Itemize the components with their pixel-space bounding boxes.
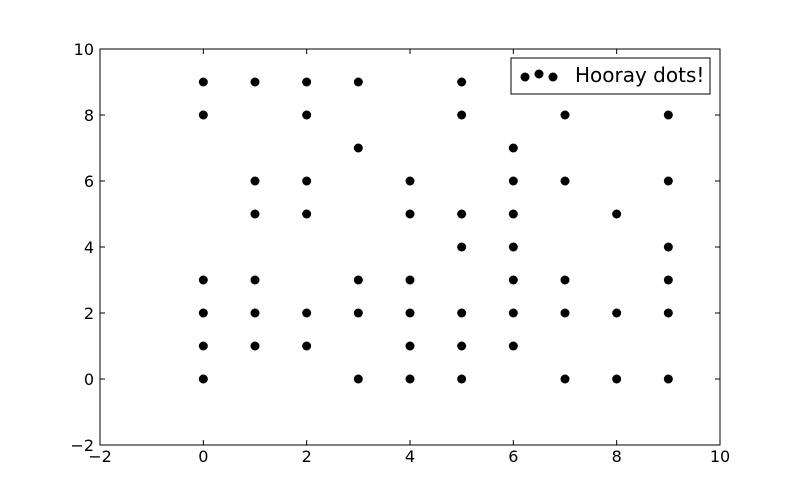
y-tick-label: 2 <box>84 304 94 323</box>
scatter-point <box>457 209 467 219</box>
x-tick-label: 6 <box>508 447 518 466</box>
plot-frame <box>99 48 721 446</box>
scatter-point <box>198 374 208 384</box>
scatter-point <box>560 275 570 285</box>
legend-label: Hooray dots! <box>575 63 704 87</box>
x-tick-label: 0 <box>198 447 208 466</box>
scatter-point <box>353 143 363 153</box>
scatter-point <box>508 341 518 351</box>
legend-marker <box>520 72 530 82</box>
scatter-point <box>353 308 363 318</box>
x-axis-ticks: −2 0 2 4 6 8 10 <box>88 49 730 466</box>
legend-marker <box>548 72 558 82</box>
y-tick-label: 6 <box>84 172 94 191</box>
scatter-point <box>663 374 673 384</box>
plot-area <box>100 49 720 445</box>
scatter-point <box>405 308 415 318</box>
y-tick-label: 4 <box>84 238 94 257</box>
scatter-point <box>560 374 570 384</box>
scatter-point <box>198 77 208 87</box>
scatter-point <box>405 341 415 351</box>
scatter-point <box>302 341 312 351</box>
scatter-point <box>663 110 673 120</box>
scatter-point <box>198 341 208 351</box>
scatter-point <box>405 176 415 186</box>
scatter-point <box>457 374 467 384</box>
x-tick-label: 10 <box>710 447 730 466</box>
scatter-point <box>508 308 518 318</box>
scatter-point <box>457 242 467 252</box>
scatter-point <box>405 209 415 219</box>
x-tick-label: −2 <box>88 447 112 466</box>
scatter-point <box>353 77 363 87</box>
scatter-point <box>508 242 518 252</box>
scatter-point <box>612 374 622 384</box>
x-tick-label: 8 <box>612 447 622 466</box>
scatter-point <box>457 77 467 87</box>
scatter-point <box>560 110 570 120</box>
y-tick-label: 10 <box>74 40 94 59</box>
scatter-point <box>457 110 467 120</box>
legend-box <box>510 57 711 95</box>
scatter-point <box>405 374 415 384</box>
scatter-point <box>405 275 415 285</box>
scatter-point <box>198 308 208 318</box>
y-tick-label: 8 <box>84 106 94 125</box>
legend-marker <box>534 69 544 79</box>
y-tick-label: 0 <box>84 370 94 389</box>
scatter-point <box>560 176 570 186</box>
scatter-point <box>198 110 208 120</box>
scatter-point <box>302 176 312 186</box>
scatter-point <box>302 308 312 318</box>
scatter-point <box>663 275 673 285</box>
data-points <box>198 77 673 384</box>
scatter-point <box>250 77 260 87</box>
scatter-point <box>508 143 518 153</box>
scatter-point <box>663 242 673 252</box>
scatter-point <box>302 77 312 87</box>
scatter-point <box>250 275 260 285</box>
scatter-point <box>612 308 622 318</box>
scatter-point <box>663 308 673 318</box>
scatter-point <box>250 209 260 219</box>
y-tick-label: −2 <box>70 436 94 455</box>
scatter-point <box>457 308 467 318</box>
scatter-point <box>508 209 518 219</box>
scatter-point <box>250 341 260 351</box>
legend: Hooray dots! <box>510 57 711 95</box>
scatter-point <box>302 209 312 219</box>
scatter-point <box>508 176 518 186</box>
scatter-point <box>198 275 208 285</box>
scatter-point <box>663 176 673 186</box>
y-axis-ticks: −2 0 2 4 6 8 10 <box>70 40 720 455</box>
scatter-point <box>457 341 467 351</box>
x-tick-label: 4 <box>405 447 415 466</box>
scatter-point <box>353 374 363 384</box>
scatter-point <box>560 308 570 318</box>
scatter-point <box>250 308 260 318</box>
scatter-point <box>612 209 622 219</box>
scatter-point <box>250 176 260 186</box>
scatter-point <box>353 275 363 285</box>
x-tick-label: 2 <box>302 447 312 466</box>
scatter-point <box>302 110 312 120</box>
scatter-point <box>508 275 518 285</box>
